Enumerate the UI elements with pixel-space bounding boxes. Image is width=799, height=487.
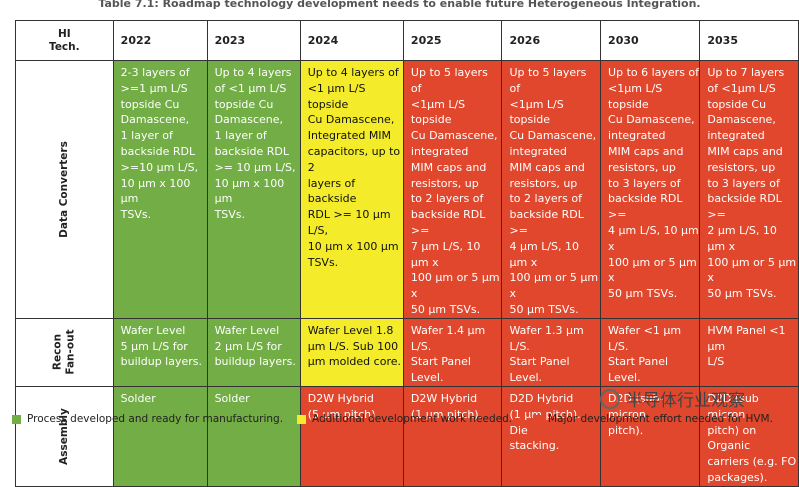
header-row: HI Tech. 2022 2023 2024 2025 2026 2030 2035 [15,20,799,61]
cell: Up to 4 layers of <1 µm L/S topside Cu D… [299,60,404,319]
watermark: 半导体行业观察 [600,386,745,411]
cell: D2W Hybrid (1 µm pitch). [402,385,503,487]
year-header: 2030 [600,20,701,61]
row-label-cell: Recon Fan-out [15,317,114,387]
year-header: 2024 [299,20,404,61]
cell: Up to 7 layers of <1µm L/S topside Cu Da… [699,60,799,319]
legend-item: Major development effort needed for HVM. [533,413,773,425]
cell: Up to 4 layers of <1 µm L/S topside Cu D… [206,60,301,319]
cell: D2D Hybrid (1 µm pitch). Die stacking. [501,385,602,487]
legend-item: Additional development work needed. [297,413,512,425]
row-label: Recon Fan-out [51,329,77,375]
cell: Up to 5 layers of <1µm L/S topside Cu Da… [501,60,602,319]
cell: Wafer 1.3 µm L/S. Start Panel Level. [501,317,602,387]
legend-label: Additional development work needed. [312,413,513,425]
table-title: Table 7.1: Roadmap technology developmen… [98,0,701,10]
cell: HVM Panel <1 µm L/S [699,317,799,387]
cell: Solder [206,385,301,487]
legend-label: Process developed and ready for manufact… [27,413,284,425]
row-label-cell: Data Converters [15,60,114,319]
cell: D2W Hybrid (5 µm pitch) [299,385,404,487]
table-row: Recon Fan-out Wafer Level 5 µm L/S for bu… [15,317,799,387]
cell: Wafer 1.4 µm L/S. Start Panel Level. [402,317,503,387]
cell: Up to 5 layers of <1µm L/S topside Cu Da… [402,60,503,319]
legend-swatch [297,414,306,424]
legend-swatch [533,414,542,424]
corner-header: HI Tech. [15,20,114,61]
cell: Up to 6 layers of <1µm L/S topside Cu Da… [600,60,701,319]
year-header: 2025 [402,20,503,61]
table-row: Data Converters 2-3 layers of >=1 µm L/S … [15,60,799,319]
legend-swatch [12,414,21,424]
cell: Wafer <1 µm L/S. Start Panel Level. [600,317,701,387]
year-header: 2026 [501,20,602,61]
legend-label: Major development effort needed for HVM. [548,413,773,425]
row-label: Data Converters [57,141,70,239]
roadmap-table: HI Tech. 2022 2023 2024 2025 2026 2030 2035 Data… [15,20,799,487]
cell: Wafer Level 1.8 µm L/S. Sub 100 µm molde… [299,317,404,387]
legend-item: Process developed and ready for manufact… [12,413,283,425]
watermark-icon [600,388,620,409]
page: Table 7.1: Roadmap technology developmen… [12,0,799,487]
watermark-text: 半导体行业观察 [626,391,745,411]
cell: Solder [112,385,208,487]
year-header: 2023 [206,20,301,61]
cell: Wafer Level 2 µm L/S for buildup layers. [206,317,301,387]
year-header: 2035 [699,20,799,61]
cell: Wafer Level 5 µm L/S for buildup layers. [112,317,208,387]
row-label-cell: Assembly [15,385,114,487]
year-header: 2022 [112,20,208,61]
cell: 2-3 layers of >=1 µm L/S topside Cu Dama… [112,60,208,319]
